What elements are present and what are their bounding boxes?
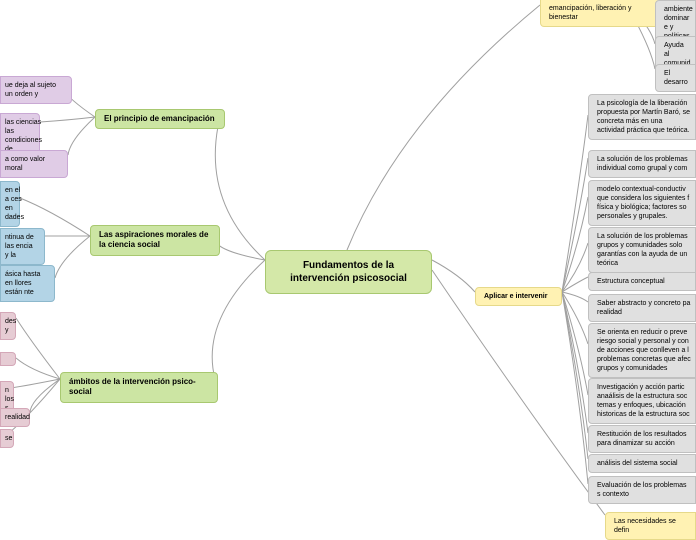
leaf-aplicar-10[interactable]: Evaluación de los problemas s contexto — [588, 476, 696, 504]
leaf-top-2[interactable]: El desarro — [655, 64, 696, 92]
leaf-aspiraciones-0[interactable]: en el a ces en dades — [0, 181, 20, 227]
branch-label: Las aspiraciones morales de la ciencia s… — [99, 230, 211, 251]
leaf-aplicar-6[interactable]: Se orienta en reducir o preve riesgo soc… — [588, 323, 696, 378]
branch-aplicar[interactable]: Aplicar e intervenir — [475, 287, 562, 306]
leaf-aplicar-4[interactable]: Estructura conceptual — [588, 272, 696, 291]
leaf-aplicar-3[interactable]: La solución de los problemas grupos y co… — [588, 227, 696, 273]
center-node[interactable]: Fundamentos de la intervención psicosoci… — [265, 250, 432, 294]
leaf-aplicar-5[interactable]: Saber abstracto y concreto pa realidad — [588, 294, 696, 322]
leaf-aplicar-2[interactable]: modelo contextual-conductiv que consider… — [588, 180, 696, 226]
leaf-aplicar-7[interactable]: Investigación y acción partic anaálisis … — [588, 378, 696, 424]
leaf-aspiraciones-2[interactable]: ásica hasta en llores están nte — [0, 265, 55, 302]
center-title: Fundamentos de la intervención psicosoci… — [280, 259, 417, 285]
leaf-ambitos-3[interactable]: realidad — [0, 408, 30, 427]
branch-emancipacion-lib[interactable]: emancipación, liberación y bienestar — [540, 0, 668, 27]
branch-necesidades[interactable]: Las necesidades se defin — [605, 512, 696, 540]
leaf-ambitos-4[interactable]: se — [0, 429, 14, 448]
leaf-ambitos-1[interactable] — [0, 352, 16, 366]
branch-ambitos[interactable]: ámbitos de la intervención psico-social — [60, 372, 218, 403]
leaf-aspiraciones-1[interactable]: ntinua de las encia y la — [0, 228, 45, 265]
leaf-ambitos-0[interactable]: des y — [0, 312, 16, 340]
branch-label: El principio de emancipación — [104, 114, 215, 124]
leaf-emancipacion-2[interactable]: a como valor moral — [0, 150, 68, 178]
leaf-emancipacion-0[interactable]: ue deja al sujeto un orden y — [0, 76, 72, 104]
leaf-aplicar-8[interactable]: Restitución de los resultados para dinam… — [588, 425, 696, 453]
leaf-aplicar-0[interactable]: La psicología de la liberación propuesta… — [588, 94, 696, 140]
branch-label: ámbitos de la intervención psico-social — [69, 377, 209, 398]
branch-aspiraciones[interactable]: Las aspiraciones morales de la ciencia s… — [90, 225, 220, 256]
branch-emancipacion[interactable]: El principio de emancipación — [95, 109, 225, 129]
leaf-aplicar-1[interactable]: La solución de los problemas individual … — [588, 150, 696, 178]
leaf-aplicar-9[interactable]: análisis del sistema social — [588, 454, 696, 473]
